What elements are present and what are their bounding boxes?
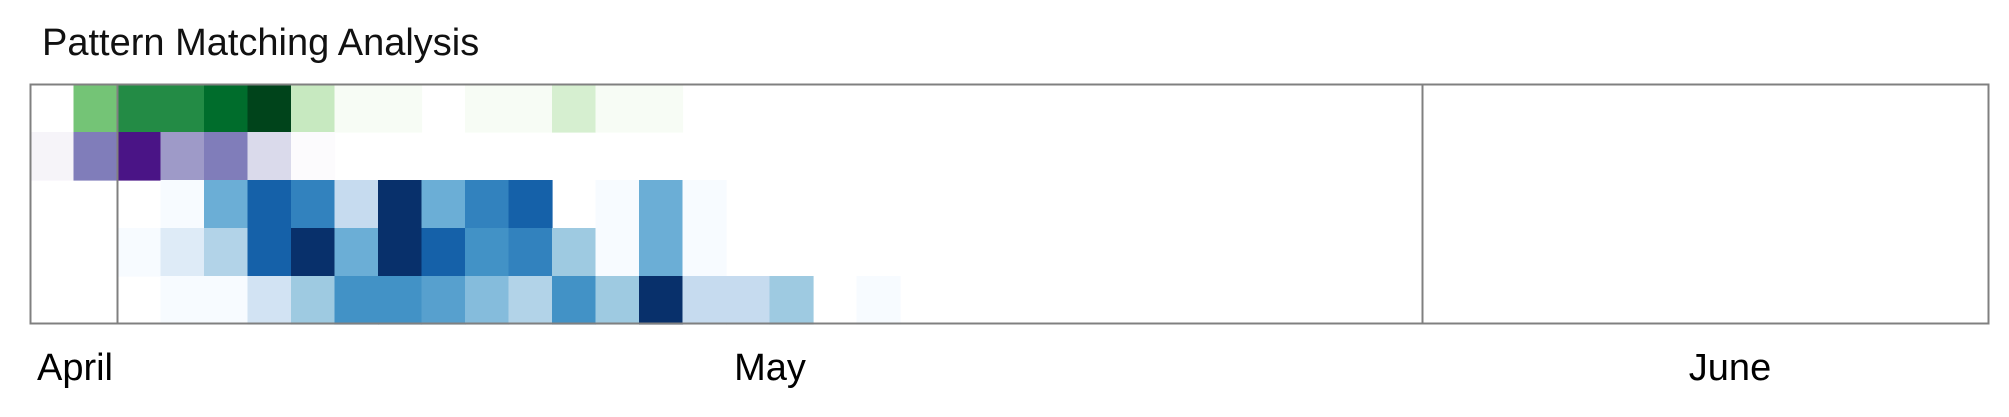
heatmap-cell xyxy=(117,228,162,277)
heatmap-cell xyxy=(465,84,510,133)
heatmap-cell xyxy=(291,132,336,181)
heatmap-cell xyxy=(160,132,205,181)
chart-frame xyxy=(29,83,1990,325)
heatmap-cell xyxy=(552,84,597,133)
heatmap-cell xyxy=(247,180,292,229)
heatmap-cell xyxy=(334,228,379,277)
heatmap-cell xyxy=(204,180,249,229)
heatmap-cell xyxy=(160,276,205,325)
heatmap-cell xyxy=(73,84,118,133)
heatmap-cell xyxy=(334,180,379,229)
heatmap-cell xyxy=(291,84,336,133)
heatmap-cell xyxy=(639,228,684,277)
heatmap-cell xyxy=(334,84,379,133)
heatmap-cell xyxy=(682,180,727,229)
heatmap-cell xyxy=(595,276,640,325)
heatmap-cell xyxy=(465,276,510,325)
heatmap-cell xyxy=(769,276,814,325)
heatmap-cell xyxy=(291,228,336,277)
heatmap-cell xyxy=(160,84,205,133)
heatmap-cell xyxy=(465,180,510,229)
heatmap-cell xyxy=(204,228,249,277)
heatmap-cell xyxy=(247,276,292,325)
heatmap-cell xyxy=(247,228,292,277)
heatmap-cell xyxy=(508,84,553,133)
heatmap-cell xyxy=(204,132,249,181)
heatmap-cell xyxy=(160,180,205,229)
month-label-may: May xyxy=(734,347,806,389)
month-label-april: April xyxy=(37,347,113,389)
month-labels: April May June xyxy=(37,347,1771,389)
heatmap-cell xyxy=(639,180,684,229)
heatmap-cell xyxy=(421,276,466,325)
chart-title: Pattern Matching Analysis xyxy=(42,22,480,64)
heatmap-cell xyxy=(160,228,205,277)
heatmap-cell xyxy=(378,276,423,325)
heatmap-cell xyxy=(508,228,553,277)
heatmap-cell xyxy=(378,84,423,133)
heatmap-cell xyxy=(247,132,292,181)
heatmap-cell xyxy=(856,276,901,325)
heatmap-cell xyxy=(117,84,162,133)
heatmap-cell xyxy=(682,228,727,277)
heatmap-cell xyxy=(639,84,684,133)
heatmap-cell xyxy=(552,228,597,277)
heatmap-cell xyxy=(639,276,684,325)
heatmap-cell xyxy=(204,276,249,325)
heatmap-cell xyxy=(508,180,553,229)
heatmap-cell xyxy=(421,180,466,229)
heatmap-cell xyxy=(465,228,510,277)
heatmap-cell xyxy=(508,276,553,325)
heatmap-cell xyxy=(247,84,292,133)
heatmap-cell xyxy=(682,276,727,325)
heatmap-cell xyxy=(378,180,423,229)
heatmap-cell xyxy=(291,276,336,325)
heatmap-cell xyxy=(421,228,466,277)
heatmap-cell xyxy=(30,132,75,181)
heatmap-cell xyxy=(73,132,118,181)
month-dividers xyxy=(116,84,1424,324)
heatmap-cell xyxy=(334,276,379,325)
heatmap-cell xyxy=(595,228,640,277)
heatmap-cell xyxy=(204,84,249,133)
heatmap-cell xyxy=(291,180,336,229)
heatmap-cell xyxy=(117,132,162,181)
heatmap-cell xyxy=(378,228,423,277)
month-label-june: June xyxy=(1689,347,1771,389)
heatmap-cell xyxy=(552,276,597,325)
heatmap-cell xyxy=(595,180,640,229)
heatmap-cells xyxy=(30,84,901,325)
heatmap-cell xyxy=(726,276,771,325)
heatmap-cell xyxy=(595,84,640,133)
